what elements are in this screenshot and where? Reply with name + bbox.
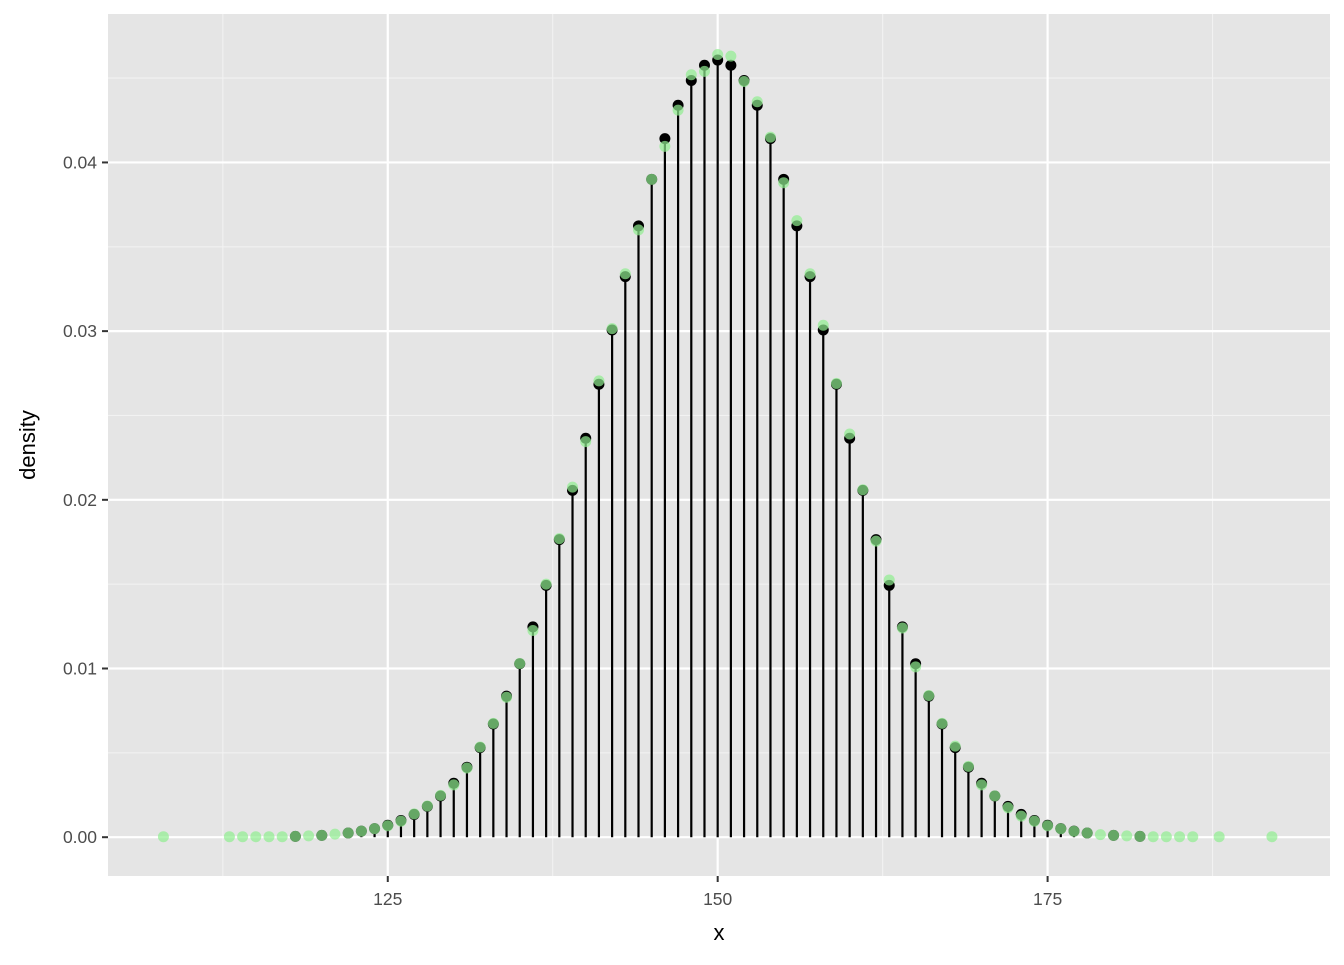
sample-point bbox=[276, 831, 288, 843]
sample-point bbox=[764, 131, 776, 143]
sample-point bbox=[659, 140, 671, 152]
sample-point bbox=[725, 50, 737, 62]
sample-point bbox=[355, 825, 367, 837]
y-tick-label: 0.00 bbox=[63, 827, 97, 847]
sample-point bbox=[633, 224, 645, 236]
sample-point bbox=[738, 75, 750, 87]
plot-panel bbox=[108, 14, 1330, 876]
x-tick-label: 175 bbox=[1033, 889, 1062, 909]
sample-point bbox=[553, 533, 565, 545]
sample-point bbox=[514, 657, 526, 669]
sample-point bbox=[408, 808, 420, 820]
sample-point bbox=[1121, 830, 1133, 842]
x-axis-label: x bbox=[714, 920, 725, 945]
y-axis-label: density bbox=[15, 410, 40, 480]
sample-point bbox=[1094, 829, 1106, 841]
sample-point bbox=[1134, 830, 1146, 842]
sample-point bbox=[501, 691, 513, 703]
sample-point bbox=[369, 823, 381, 835]
sample-point bbox=[910, 661, 922, 673]
sample-point bbox=[567, 481, 579, 493]
sample-point bbox=[751, 96, 763, 108]
sample-point bbox=[250, 831, 262, 843]
y-tick-label: 0.03 bbox=[63, 321, 97, 341]
sample-point bbox=[157, 831, 169, 843]
sample-point bbox=[685, 69, 697, 81]
sample-point bbox=[395, 815, 407, 827]
density-point bbox=[659, 133, 671, 145]
points bbox=[157, 48, 1278, 843]
y-tick-label: 0.01 bbox=[63, 659, 97, 679]
sample-point bbox=[791, 215, 803, 227]
axes: 125 150 175 0.00 0.01 0.02 0.03 0.04 bbox=[63, 152, 1062, 909]
sample-point bbox=[804, 268, 816, 280]
sample-point bbox=[527, 625, 539, 637]
sample-point bbox=[474, 741, 486, 753]
sample-point bbox=[1015, 810, 1027, 822]
sample-point bbox=[672, 104, 684, 116]
density-point bbox=[725, 59, 737, 71]
sample-point bbox=[303, 830, 315, 842]
sample-point bbox=[936, 717, 948, 729]
sample-point bbox=[1002, 802, 1014, 814]
sample-point bbox=[448, 779, 460, 791]
y-tick-label: 0.04 bbox=[63, 152, 97, 172]
y-tick-label: 0.02 bbox=[63, 490, 97, 510]
sample-point bbox=[883, 574, 895, 586]
sample-point bbox=[830, 377, 842, 389]
sample-point bbox=[421, 800, 433, 812]
sample-point bbox=[461, 762, 473, 774]
sample-point bbox=[712, 48, 724, 60]
sample-point bbox=[698, 65, 710, 77]
sample-point bbox=[487, 717, 499, 729]
sample-point bbox=[382, 820, 394, 832]
sample-point bbox=[949, 740, 961, 752]
sample-point bbox=[778, 177, 790, 189]
sample-point bbox=[896, 622, 908, 634]
sample-point bbox=[923, 690, 935, 702]
sample-point bbox=[606, 323, 618, 335]
sample-point bbox=[329, 828, 341, 840]
sample-point bbox=[870, 535, 882, 547]
sample-point bbox=[1108, 829, 1120, 841]
sample-point bbox=[237, 831, 249, 843]
sample-point bbox=[1055, 823, 1067, 835]
sample-point bbox=[1147, 831, 1159, 843]
sample-point bbox=[646, 173, 658, 185]
sample-point bbox=[619, 268, 631, 280]
x-tick-label: 150 bbox=[703, 889, 732, 909]
sample-point bbox=[540, 578, 552, 590]
sample-point bbox=[1213, 831, 1225, 843]
sample-point bbox=[435, 789, 447, 801]
sample-point bbox=[844, 428, 856, 440]
sample-point bbox=[1266, 831, 1278, 843]
sample-point bbox=[1174, 831, 1186, 843]
sample-point bbox=[342, 827, 354, 839]
sample-point bbox=[593, 375, 605, 387]
x-tick-label: 125 bbox=[373, 889, 402, 909]
sample-point bbox=[289, 830, 301, 842]
sample-point bbox=[817, 319, 829, 331]
sample-point bbox=[580, 436, 592, 448]
sample-point bbox=[1068, 825, 1080, 837]
sample-point bbox=[857, 484, 869, 496]
sample-point bbox=[1160, 831, 1172, 843]
sample-point bbox=[316, 829, 328, 841]
sample-point bbox=[976, 779, 988, 791]
sample-point bbox=[263, 831, 275, 843]
sample-point bbox=[962, 760, 974, 772]
sample-point bbox=[1028, 815, 1040, 827]
sample-point bbox=[989, 790, 1001, 802]
sample-point bbox=[1042, 820, 1054, 832]
sample-point bbox=[1081, 827, 1093, 839]
sample-point bbox=[1187, 831, 1199, 843]
sample-point bbox=[223, 831, 235, 843]
